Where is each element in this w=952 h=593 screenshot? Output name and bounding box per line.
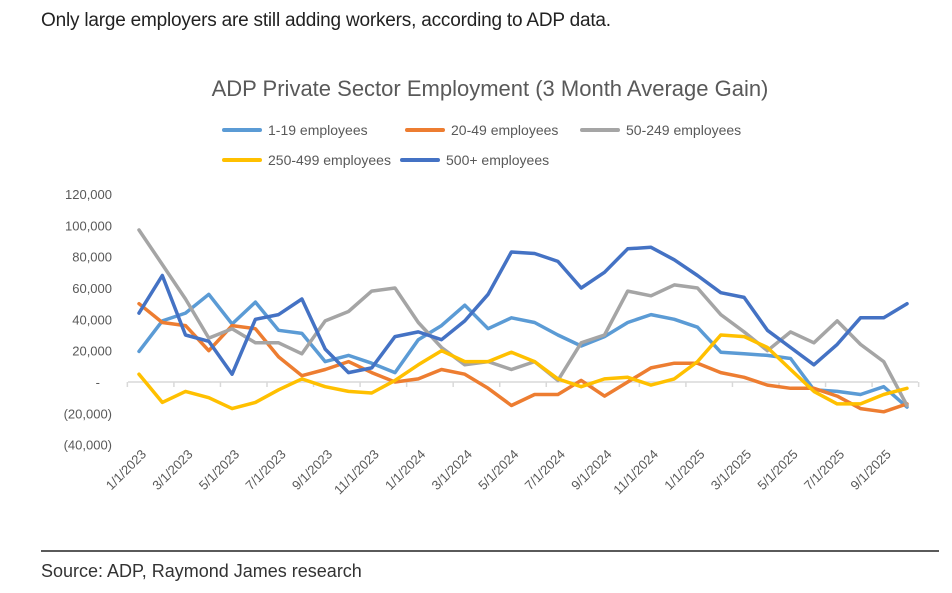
x-tick-label: 1/1/2024 bbox=[382, 447, 428, 493]
legend-swatch-500-plus bbox=[400, 158, 440, 162]
x-tick-label: 3/1/2024 bbox=[429, 447, 475, 493]
legend-item-20-49: 20-49 employees bbox=[405, 122, 558, 138]
y-tick-label: (40,000) bbox=[64, 438, 112, 453]
legend-label-50-249: 50-249 employees bbox=[626, 122, 742, 138]
x-tick-label: 3/1/2023 bbox=[149, 447, 195, 493]
y-tick-label: 80,000 bbox=[72, 250, 112, 265]
x-tick-label: 7/1/2024 bbox=[522, 447, 568, 493]
y-axis: 120,000 100,000 80,000 60,000 40,000 20,000 - (… bbox=[64, 187, 112, 453]
y-tick-label: 40,000 bbox=[72, 312, 112, 327]
y-tick-label: (20,000) bbox=[64, 406, 112, 421]
x-tick-label: 11/1/2023 bbox=[331, 447, 382, 498]
source-note: Source: ADP, Raymond James research bbox=[41, 561, 362, 581]
x-axis-labels: 1/1/2023 3/1/2023 5/1/2023 7/1/2023 9/1/2023… bbox=[103, 447, 894, 498]
footer-divider bbox=[41, 550, 939, 552]
legend-item-50-249: 50-249 employees bbox=[580, 122, 741, 138]
chart-title: ADP Private Sector Employment (3 Month A… bbox=[211, 76, 769, 101]
x-tick-label: 7/1/2025 bbox=[801, 447, 847, 493]
x-tick-label: 5/1/2025 bbox=[754, 447, 800, 493]
legend-label-500-plus: 500+ employees bbox=[446, 152, 550, 168]
legend-item-500-plus: 500+ employees bbox=[400, 152, 549, 168]
x-tick-label: 1/1/2025 bbox=[661, 447, 707, 493]
legend-label-1-19: 1-19 employees bbox=[268, 122, 368, 138]
series-lines bbox=[137, 228, 909, 414]
legend-swatch-1-19 bbox=[222, 128, 262, 132]
x-tick-label: 7/1/2023 bbox=[242, 447, 288, 493]
y-tick-label: 120,000 bbox=[65, 187, 112, 202]
x-tick-label: 11/1/2024 bbox=[610, 447, 661, 498]
x-tick-label: 1/1/2023 bbox=[103, 447, 149, 493]
y-tick-label: 60,000 bbox=[72, 281, 112, 296]
series-line-500-employees bbox=[137, 245, 909, 376]
series-line-50-249-employees bbox=[137, 228, 909, 408]
x-tick-label: 9/1/2025 bbox=[847, 447, 893, 493]
y-tick-label: 20,000 bbox=[72, 344, 112, 359]
x-tick-label: 9/1/2023 bbox=[289, 447, 335, 493]
x-tick-label: 5/1/2024 bbox=[475, 447, 521, 493]
headline: Only large employers are still adding wo… bbox=[41, 10, 611, 31]
y-tick-label: - bbox=[96, 375, 100, 390]
x-tick-label: 9/1/2024 bbox=[568, 447, 614, 493]
series-line-1-19-employees bbox=[137, 292, 909, 409]
x-tick-label: 3/1/2025 bbox=[708, 447, 754, 493]
legend-item-250-499: 250-499 employees bbox=[222, 152, 391, 168]
legend-label-250-499: 250-499 employees bbox=[268, 152, 391, 168]
series-line-250-499-employees bbox=[137, 333, 909, 411]
x-axis bbox=[126, 381, 920, 387]
y-tick-label: 100,000 bbox=[65, 218, 112, 233]
legend-swatch-250-499 bbox=[222, 158, 262, 162]
legend-swatch-20-49 bbox=[405, 128, 445, 132]
legend-label-20-49: 20-49 employees bbox=[451, 122, 559, 138]
x-tick-label: 5/1/2023 bbox=[196, 447, 242, 493]
legend-item-1-19: 1-19 employees bbox=[222, 122, 368, 138]
legend-swatch-50-249 bbox=[580, 128, 620, 132]
